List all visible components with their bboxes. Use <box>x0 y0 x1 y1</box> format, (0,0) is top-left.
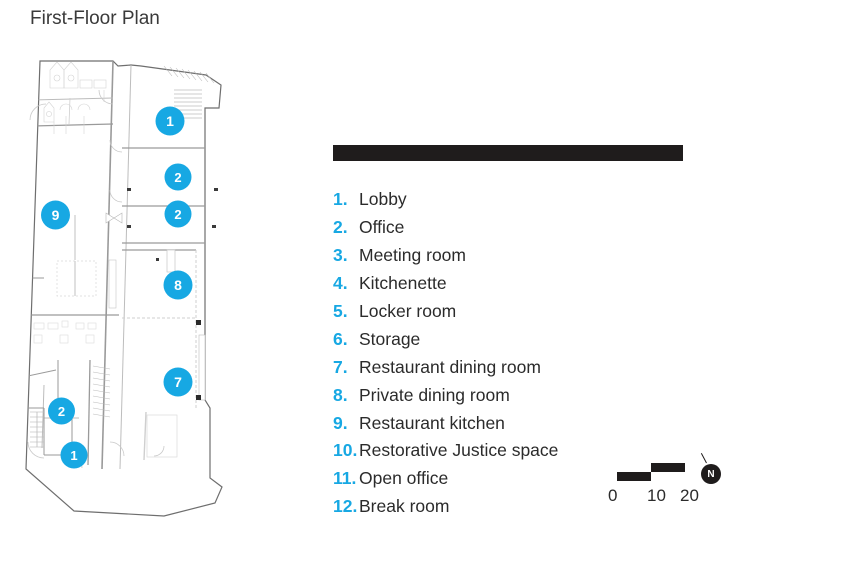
svg-text:2: 2 <box>174 207 181 222</box>
svg-text:9: 9 <box>52 207 60 223</box>
svg-text:1: 1 <box>166 113 174 129</box>
svg-text:8: 8 <box>174 277 182 293</box>
svg-text:7: 7 <box>174 374 182 390</box>
svg-text:1: 1 <box>70 448 77 463</box>
svg-text:2: 2 <box>58 404 65 419</box>
svg-text:2: 2 <box>174 170 181 185</box>
